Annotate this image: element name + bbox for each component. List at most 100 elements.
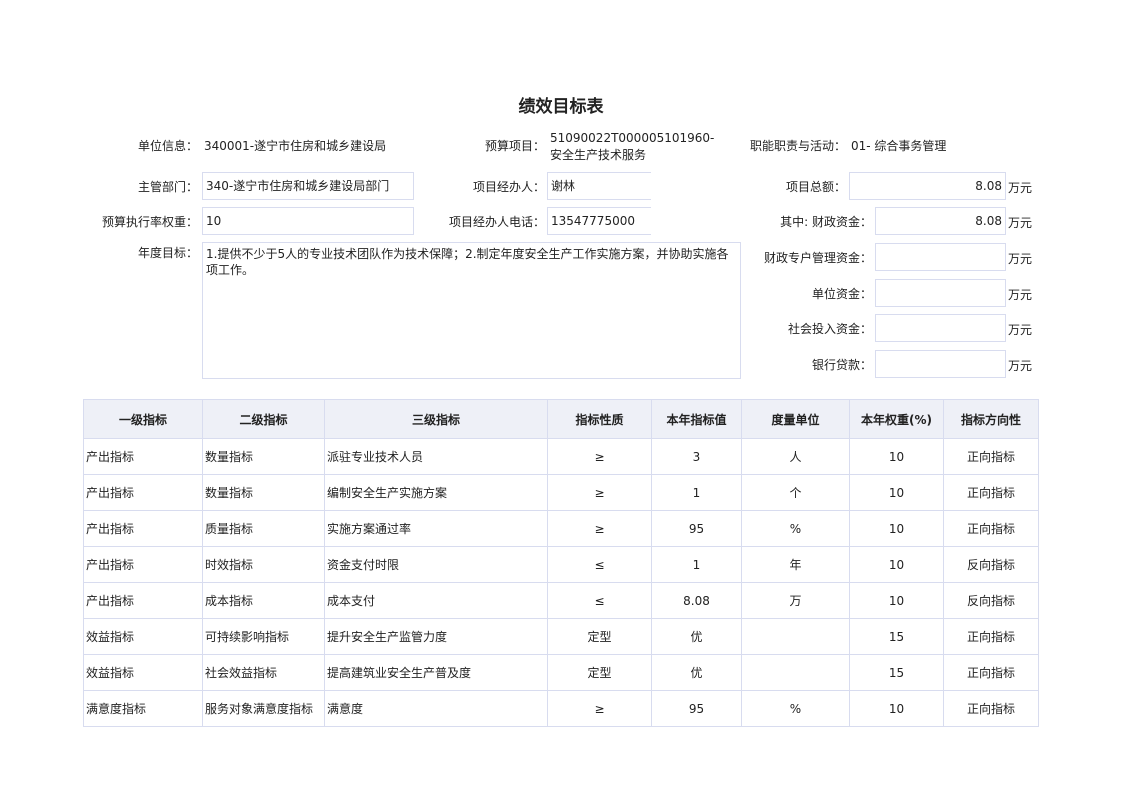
- table-cell: 正向指标: [943, 438, 1039, 475]
- special-unit: 万元: [1008, 252, 1033, 266]
- table-cell: 15: [849, 618, 944, 655]
- table-row: 产出指标 时效指标 资金支付时限 ≤1 年 10 反向指标: [83, 546, 1039, 583]
- fiscal-field[interactable]: 8.08: [875, 207, 1006, 235]
- loan-unit: 万元: [1008, 359, 1033, 373]
- weight-field[interactable]: 10: [202, 207, 414, 235]
- column-header: 指标方向性: [943, 399, 1039, 439]
- dept-label: 主管部门：: [137, 180, 198, 194]
- column-header: 指标性质: [547, 399, 652, 439]
- table-cell: 8.08: [651, 582, 742, 619]
- unitfund-unit: 万元: [1008, 288, 1033, 302]
- table-cell: 优: [651, 654, 742, 691]
- budget-project-line2: 安全生产技术服务: [550, 148, 647, 162]
- table-cell: 定型: [547, 654, 652, 691]
- table-cell: [741, 654, 850, 691]
- manager-label: 项目经办人：: [472, 180, 545, 194]
- table-cell: 反向指标: [943, 546, 1039, 583]
- phone-field[interactable]: 13547775000: [547, 207, 651, 235]
- social-label: 社会投入资金：: [787, 322, 872, 336]
- table-cell: ≥: [547, 474, 652, 511]
- table-cell: ≥: [547, 510, 652, 547]
- dept-field[interactable]: 340-遂宁市住房和城乡建设局部门: [202, 172, 414, 200]
- goal-textarea[interactable]: 1.提供不少于5人的专业技术团队作为技术保障；2.制定年度安全生产工作实施方案，…: [202, 242, 741, 379]
- budget-project-label: 预算项目：: [484, 139, 545, 153]
- table-cell: 成本指标: [202, 582, 325, 619]
- table-cell: 服务对象满意度指标: [202, 690, 325, 727]
- table-cell: 资金支付时限: [324, 546, 548, 583]
- function-label: 职能职责与活动：: [750, 139, 847, 153]
- column-header: 三级指标: [324, 399, 548, 439]
- unitfund-label: 单位资金：: [811, 287, 872, 301]
- table-cell: 95: [651, 690, 742, 727]
- unit-label: 单位信息：: [137, 139, 198, 153]
- table-cell: 提高建筑业安全生产普及度: [324, 654, 548, 691]
- budget-project-line1: 51090022T000005101960-: [550, 131, 715, 145]
- table-cell: ≥: [547, 690, 652, 727]
- loan-label: 银行贷款：: [811, 358, 872, 372]
- special-label: 财政专户管理资金：: [763, 251, 872, 265]
- table-cell: 10: [849, 690, 944, 727]
- table-cell: 1: [651, 546, 742, 583]
- table-cell: 正向指标: [943, 510, 1039, 547]
- table-cell: 产出指标: [83, 582, 203, 619]
- column-header: 二级指标: [202, 399, 325, 439]
- table-row: 产出指标 数量指标 编制安全生产实施方案 ≥1 个 10 正向指标: [83, 474, 1039, 511]
- table-cell: %: [741, 690, 850, 727]
- total-field[interactable]: 8.08: [849, 172, 1006, 200]
- table-row: 产出指标 成本指标 成本支付 ≤8.08 万 10 反向指标: [83, 582, 1039, 619]
- special-field[interactable]: [875, 243, 1006, 271]
- table-cell: 10: [849, 582, 944, 619]
- table-cell: 个: [741, 474, 850, 511]
- table-cell: 1: [651, 474, 742, 511]
- weight-label: 预算执行率权重：: [101, 215, 198, 229]
- loan-field[interactable]: [875, 350, 1006, 378]
- table-cell: 正向指标: [943, 654, 1039, 691]
- manager-field[interactable]: 谢林: [547, 172, 651, 200]
- indicator-table: 一级指标 二级指标 三级指标 指标性质 本年指标值 度量单位 本年权重(%) 指标方向性 产出…: [83, 399, 1039, 727]
- table-cell: [741, 618, 850, 655]
- table-cell: ≤: [547, 546, 652, 583]
- fiscal-unit: 万元: [1008, 216, 1033, 230]
- table-cell: 95: [651, 510, 742, 547]
- table-cell: 可持续影响指标: [202, 618, 325, 655]
- total-unit: 万元: [1008, 181, 1033, 195]
- social-unit: 万元: [1008, 323, 1033, 337]
- column-header: 本年指标值: [651, 399, 742, 439]
- table-cell: 满意度指标: [83, 690, 203, 727]
- table-cell: ≥: [547, 438, 652, 475]
- table-cell: 数量指标: [202, 438, 325, 475]
- table-cell: 时效指标: [202, 546, 325, 583]
- table-cell: 正向指标: [943, 474, 1039, 511]
- table-cell: 15: [849, 654, 944, 691]
- goal-label: 年度目标：: [137, 246, 198, 260]
- page-title: 绩效目标表: [518, 97, 604, 117]
- table-cell: 反向指标: [943, 582, 1039, 619]
- social-field[interactable]: [875, 314, 1006, 342]
- unit-value: 340001-遂宁市住房和城乡建设局: [204, 139, 387, 153]
- table-cell: 10: [849, 510, 944, 547]
- fiscal-label: 其中: 财政资金：: [780, 215, 872, 229]
- table-cell: 质量指标: [202, 510, 325, 547]
- table-cell: 正向指标: [943, 690, 1039, 727]
- unitfund-field[interactable]: [875, 279, 1006, 307]
- total-label: 项目总额：: [785, 180, 846, 194]
- table-cell: 10: [849, 474, 944, 511]
- table-cell: 3: [651, 438, 742, 475]
- table-row: 效益指标 可持续影响指标 提升安全生产监管力度 定型优 15 正向指标: [83, 618, 1039, 655]
- table-cell: 产出指标: [83, 438, 203, 475]
- table-cell: 优: [651, 618, 742, 655]
- table-row: 效益指标 社会效益指标 提高建筑业安全生产普及度 定型优 15 正向指标: [83, 654, 1039, 691]
- column-header: 一级指标: [83, 399, 203, 439]
- column-header: 本年权重(%): [849, 399, 944, 439]
- table-cell: 产出指标: [83, 474, 203, 511]
- table-header-row: 一级指标 二级指标 三级指标 指标性质 本年指标值 度量单位 本年权重(%) 指标方向性: [83, 399, 1039, 439]
- table-cell: %: [741, 510, 850, 547]
- table-row: 满意度指标 服务对象满意度指标 满意度 ≥95% 10 正向指标: [83, 690, 1039, 727]
- table-cell: 产出指标: [83, 510, 203, 547]
- table-cell: 提升安全生产监管力度: [324, 618, 548, 655]
- table-cell: 产出指标: [83, 546, 203, 583]
- table-cell: 10: [849, 546, 944, 583]
- table-row: 产出指标 数量指标 派驻专业技术人员 ≥3 人 10 正向指标: [83, 438, 1039, 475]
- table-cell: 定型: [547, 618, 652, 655]
